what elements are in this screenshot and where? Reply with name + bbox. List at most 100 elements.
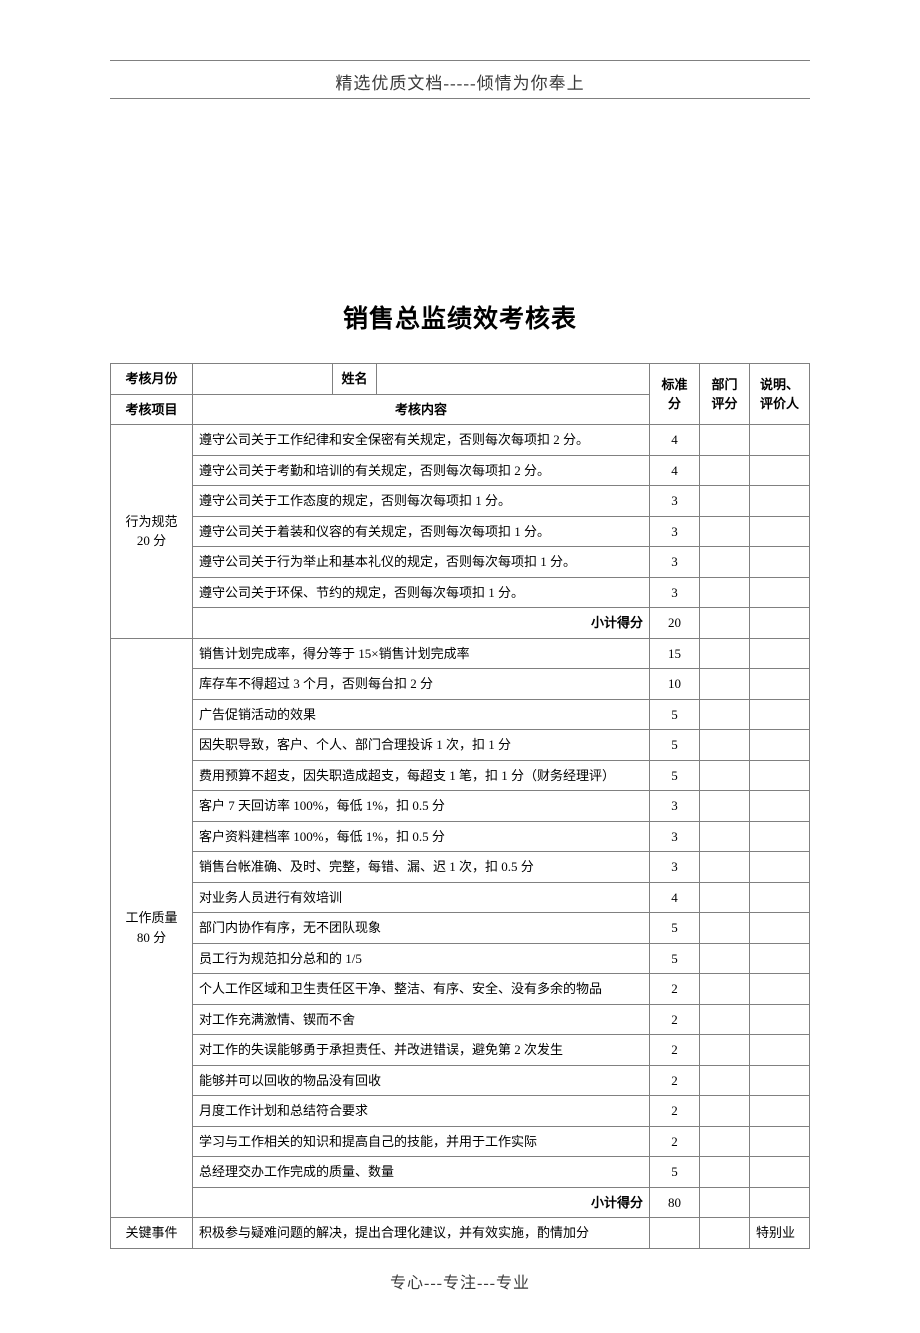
table-row: 遵守公司关于行为举止和基本礼仪的规定，否则每次每项扣 1 分。 3 [111,547,810,578]
note-cell [750,1157,810,1188]
dept-cell [700,913,750,944]
item-text: 个人工作区域和卫生责任区干净、整洁、有序、安全、没有多余的物品 [193,974,650,1005]
item-text: 销售台帐准确、及时、完整，每错、漏、迟 1 次，扣 0.5 分 [193,852,650,883]
note-cell [750,1096,810,1127]
item-score: 3 [650,547,700,578]
note-cell [750,638,810,669]
table-row: 客户资料建档率 100%，每低 1%，扣 0.5 分 3 [111,821,810,852]
item-text: 对业务人员进行有效培训 [193,882,650,913]
note-cell [750,730,810,761]
dept-cell [700,577,750,608]
table-row: 销售台帐准确、及时、完整，每错、漏、迟 1 次，扣 0.5 分 3 [111,852,810,883]
item-text: 遵守公司关于工作纪律和安全保密有关规定，否则每次每项扣 2 分。 [193,425,650,456]
key-event-score [650,1218,700,1249]
section-name: 工作质量 [125,910,177,925]
note-cell [750,760,810,791]
item-score: 3 [650,516,700,547]
section-label: 工作质量 80 分 [111,638,193,1218]
note-cell [750,425,810,456]
item-text: 月度工作计划和总结符合要求 [193,1096,650,1127]
note-cell [750,1126,810,1157]
item-score: 4 [650,425,700,456]
dept-cell [700,1157,750,1188]
item-text: 遵守公司关于环保、节约的规定，否则每次每项扣 1 分。 [193,577,650,608]
note-cell [750,547,810,578]
dept-cell [700,1035,750,1066]
item-text: 总经理交办工作完成的质量、数量 [193,1157,650,1188]
note-cell [750,821,810,852]
table-row: 费用预算不超支，因失职造成超支，每超支 1 笔，扣 1 分（财务经理评） 5 [111,760,810,791]
item-score: 5 [650,913,700,944]
key-event-note: 特别业 [750,1218,810,1249]
table-row: 因失职导致，客户、个人、部门合理投诉 1 次，扣 1 分 5 [111,730,810,761]
dept-cell [700,791,750,822]
label-note: 说明、评价人 [750,364,810,425]
dept-cell [700,455,750,486]
dept-cell [700,1096,750,1127]
item-text: 遵守公司关于着装和仪容的有关规定，否则每次每项扣 1 分。 [193,516,650,547]
document-title: 销售总监绩效考核表 [110,299,810,335]
item-text: 费用预算不超支，因失职造成超支，每超支 1 笔，扣 1 分（财务经理评） [193,760,650,791]
subtotal-row: 小计得分 80 [111,1187,810,1218]
key-event-text: 积极参与疑难问题的解决，提出合理化建议，并有效实施，酌情加分 [193,1218,650,1249]
dept-cell [700,882,750,913]
item-score: 3 [650,791,700,822]
note-cell [750,486,810,517]
dept-cell [700,730,750,761]
note-cell [750,516,810,547]
item-score: 5 [650,699,700,730]
item-score: 4 [650,455,700,486]
table-row: 能够并可以回收的物品没有回收 2 [111,1065,810,1096]
label-month: 考核月份 [111,364,193,395]
dept-cell [700,760,750,791]
dept-cell [700,608,750,639]
item-text: 遵守公司关于考勤和培训的有关规定，否则每次每项扣 2 分。 [193,455,650,486]
note-cell [750,669,810,700]
table-row: 学习与工作相关的知识和提高自己的技能，并用于工作实际 2 [111,1126,810,1157]
item-score: 5 [650,730,700,761]
dept-cell [700,1187,750,1218]
dept-cell [700,1065,750,1096]
item-score: 2 [650,1096,700,1127]
item-score: 5 [650,943,700,974]
item-score: 5 [650,760,700,791]
dept-cell [700,943,750,974]
subtotal-row: 小计得分 20 [111,608,810,639]
note-cell [750,1035,810,1066]
item-text: 员工行为规范扣分总和的 1/5 [193,943,650,974]
table-row: 个人工作区域和卫生责任区干净、整洁、有序、安全、没有多余的物品 2 [111,974,810,1005]
dept-cell [700,974,750,1005]
dept-cell [700,821,750,852]
header-bottom-rule [110,98,810,99]
note-cell [750,608,810,639]
table-row: 客户 7 天回访率 100%，每低 1%，扣 0.5 分 3 [111,791,810,822]
item-text: 部门内协作有序，无不团队现象 [193,913,650,944]
item-score: 3 [650,486,700,517]
item-score: 3 [650,577,700,608]
input-name [377,364,650,395]
table-row: 总经理交办工作完成的质量、数量 5 [111,1157,810,1188]
item-text: 销售计划完成率，得分等于 15×销售计划完成率 [193,638,650,669]
item-text: 对工作充满激情、锲而不舍 [193,1004,650,1035]
table-row: 对工作充满激情、锲而不舍 2 [111,1004,810,1035]
section-name: 行为规范 [125,514,177,529]
note-cell [750,913,810,944]
item-score: 15 [650,638,700,669]
dept-cell [700,852,750,883]
item-text: 库存车不得超过 3 个月，否则每台扣 2 分 [193,669,650,700]
page-header: 精选优质文档-----倾情为你奉上 [110,69,810,98]
table-row: 对工作的失误能够勇于承担责任、并改进错误，避免第 2 次发生 2 [111,1035,810,1066]
item-text: 遵守公司关于行为举止和基本礼仪的规定，否则每次每项扣 1 分。 [193,547,650,578]
dept-cell [700,1004,750,1035]
item-text: 遵守公司关于工作态度的规定，否则每次每项扣 1 分。 [193,486,650,517]
note-cell [750,882,810,913]
subtotal-score: 20 [650,608,700,639]
dept-cell [700,1126,750,1157]
item-score: 3 [650,852,700,883]
item-score: 2 [650,1035,700,1066]
page-footer: 专心---专注---专业 [110,1269,810,1293]
item-text: 客户 7 天回访率 100%，每低 1%，扣 0.5 分 [193,791,650,822]
header-row-1: 考核月份 姓名 标准分 部门评分 说明、评价人 [111,364,810,395]
table-row: 部门内协作有序，无不团队现象 5 [111,913,810,944]
dept-cell [700,516,750,547]
